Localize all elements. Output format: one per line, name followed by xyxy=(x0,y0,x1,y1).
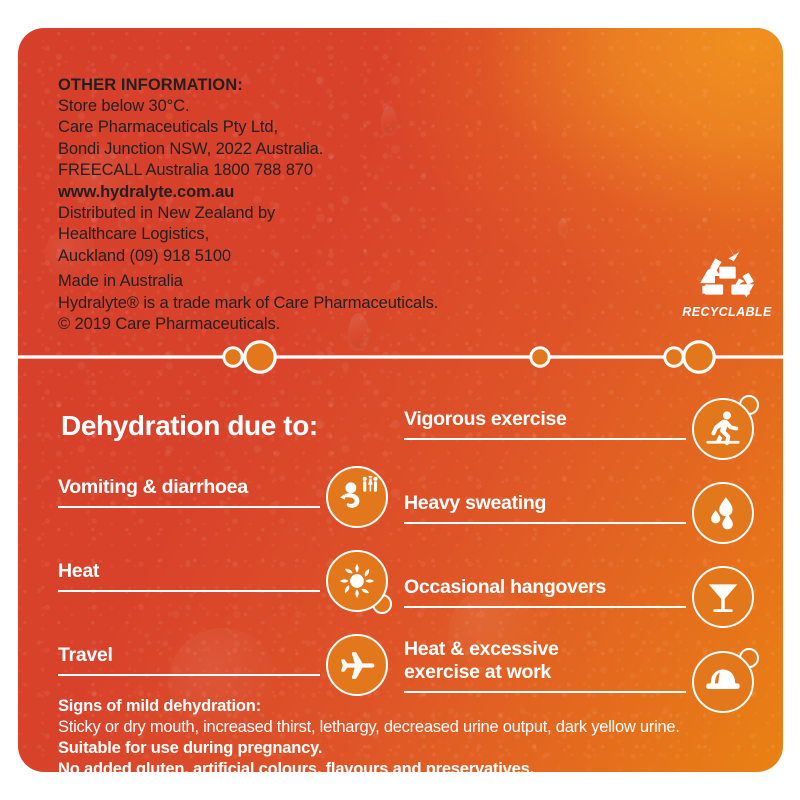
cause-row-heavy-sweating[interactable]: Heavy sweating xyxy=(404,482,754,544)
info-line-address: Bondi Junction NSW, 2022 Australia. xyxy=(58,139,324,158)
info-line-made-in: Made in Australia xyxy=(58,272,183,291)
cause-icon-wrapper xyxy=(326,634,388,696)
page-title: Dehydration due to: xyxy=(61,410,318,441)
water-droplet xyxy=(558,218,568,236)
cause-label: Heat & excessive exercise at work xyxy=(404,638,686,693)
cause-row-heat[interactable]: Heat xyxy=(58,550,392,614)
product-label-card: OTHER INFORMATION: Store below 30°C. Car… xyxy=(18,28,783,772)
cause-icon-wrapper xyxy=(692,648,759,713)
causes-column-right: Vigorous exercise Heavy sweating xyxy=(404,395,759,713)
cause-icon-wrapper xyxy=(692,482,754,544)
info-line-store: Store below 30°C. xyxy=(58,97,190,115)
cause-row-hangovers[interactable]: Occasional hangovers xyxy=(404,566,754,628)
cause-icon-wrapper xyxy=(326,550,392,614)
footer-block: Signs of mild dehydration: Sticky or dry… xyxy=(58,696,748,772)
signs-heading: Signs of mild dehydration: xyxy=(58,697,261,715)
sun-icon xyxy=(326,550,388,612)
cause-icon-wrapper xyxy=(326,466,388,528)
divider-circle xyxy=(222,340,716,374)
runner-icon xyxy=(692,398,754,460)
info-line-logistics: Healthcare Logistics, xyxy=(58,225,210,244)
section-divider xyxy=(18,340,783,374)
info-line-website[interactable]: www.hydralyte.com.au xyxy=(58,182,235,201)
info-line-freecall: FREECALL Australia 1800 788 870 xyxy=(58,161,313,180)
recyclable-label: RECYCLABLE xyxy=(682,305,772,319)
cause-label: Heat xyxy=(58,560,320,592)
cause-label: Travel xyxy=(58,644,320,676)
cause-row-travel[interactable]: Travel xyxy=(58,634,388,696)
cause-label: Vigorous exercise xyxy=(404,408,686,440)
cause-label: Occasional hangovers xyxy=(404,576,686,608)
hard-hat-icon xyxy=(692,651,754,713)
sweat-droplets-icon xyxy=(692,482,754,544)
no-added-note: No added gluten, artificial colours, fla… xyxy=(58,760,534,772)
cause-icon-wrapper xyxy=(692,395,759,460)
info-line-distributed: Distributed in New Zealand by xyxy=(58,204,276,223)
info-line-trademark: Hydralyte® is a trade mark of Care Pharm… xyxy=(58,293,439,312)
other-information-block: OTHER INFORMATION: Store below 30°C. Car… xyxy=(58,74,528,335)
info-line-copyright: © 2019 Care Pharmaceuticals. xyxy=(58,315,281,334)
airplane-icon xyxy=(326,634,388,696)
info-line-company: Care Pharmaceuticals Pty Ltd, xyxy=(58,118,278,137)
cause-label: Heavy sweating xyxy=(404,492,686,524)
recycle-icon xyxy=(696,242,758,302)
cause-row-vomiting[interactable]: Vomiting & diarrhoea xyxy=(58,466,388,528)
vomiting-icon xyxy=(326,466,388,528)
cause-icon-wrapper xyxy=(692,566,754,628)
pregnancy-note: Suitable for use during pregnancy. xyxy=(58,739,323,757)
other-information-heading: OTHER INFORMATION: xyxy=(58,76,243,94)
recyclable-mark: RECYCLABLE xyxy=(673,240,781,319)
signs-text: Sticky or dry mouth, increased thirst, l… xyxy=(58,718,680,736)
cause-row-work-heat[interactable]: Heat & excessive exercise at work xyxy=(404,638,759,713)
cause-row-vigorous-exercise[interactable]: Vigorous exercise xyxy=(404,395,759,460)
info-line-auckland: Auckland (09) 918 5100 xyxy=(58,246,232,265)
cause-label: Vomiting & diarrhoea xyxy=(58,476,320,508)
causes-column-left: Vomiting & diarrhoea xyxy=(58,466,392,696)
martini-glass-icon xyxy=(692,566,754,628)
